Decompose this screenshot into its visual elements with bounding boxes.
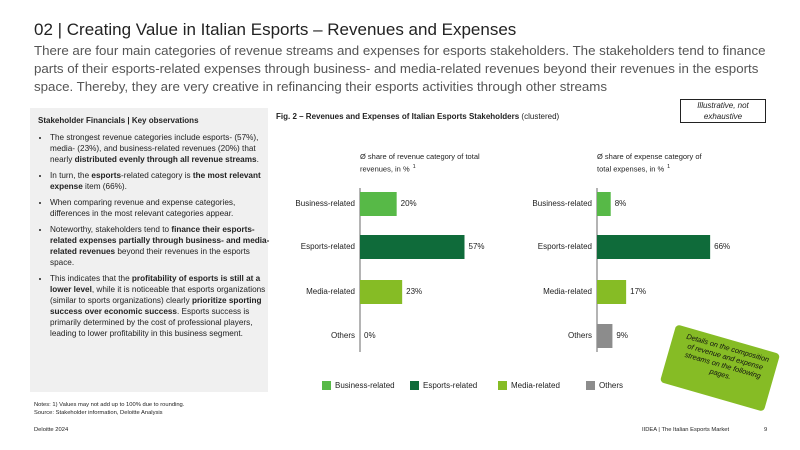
footnote-ref: 1 <box>667 164 671 170</box>
bar <box>597 280 627 304</box>
chart-subtitle: Ø share of expense category of total exp… <box>597 152 717 175</box>
footnote-ref: 1 <box>412 164 416 170</box>
bullet-text: . Esports success is primarily determine… <box>50 307 253 338</box>
value-label: 8% <box>615 199 627 208</box>
value-label: 0% <box>364 331 376 340</box>
footer-left: Deloitte 2024 <box>34 427 69 433</box>
legend-swatch <box>498 381 507 390</box>
figure-title: Fig. 2 – Revenues and Expenses of Italia… <box>276 112 559 121</box>
page-number: 9 <box>764 427 768 433</box>
category-label: Business-related <box>532 199 592 208</box>
bullet: This indicates that the profitability of… <box>50 273 272 339</box>
value-label: 9% <box>616 331 628 340</box>
category-label: Media-related <box>306 287 355 296</box>
bullet: The strongest revenue categories include… <box>50 132 272 165</box>
observations-panel: Stakeholder Financials | Key observation… <box>30 108 269 392</box>
bullet-emphasis: prioritize sporting success over economi… <box>50 296 262 316</box>
legend-label: Media-related <box>511 381 560 390</box>
bullet-text: item (66%). <box>82 182 127 191</box>
callout: Details on the composition of revenue an… <box>660 325 780 411</box>
legend-label: Others <box>599 381 623 390</box>
bar <box>360 192 397 216</box>
bar <box>597 192 611 216</box>
bullet-emphasis: finance their esports-related expenses p… <box>50 225 270 256</box>
figure-title-note: (clustered) <box>519 112 560 121</box>
value-label: 20% <box>401 199 417 208</box>
figure-title-main: Fig. 2 – Revenues and Expenses of Italia… <box>276 112 520 121</box>
value-label: 66% <box>714 242 730 251</box>
bullet-text: This indicates that the <box>50 274 132 283</box>
callout-shape <box>660 325 780 411</box>
bullet-text: The strongest revenue categories include… <box>50 133 259 164</box>
category-label: Business-related <box>295 199 355 208</box>
chart-subtitle-text: Ø share of revenue category of total rev… <box>360 152 480 174</box>
bullet-text: When comparing revenue and expense categ… <box>50 198 236 218</box>
bullet-text: . <box>256 155 259 164</box>
bullet: When comparing revenue and expense categ… <box>50 197 272 219</box>
category-label: Others <box>568 331 592 340</box>
bullet-list: The strongest revenue categories include… <box>38 132 272 344</box>
value-label: 57% <box>469 242 485 251</box>
bullet-text: Noteworthy, stakeholders tend to <box>50 225 172 234</box>
panel-title: Stakeholder Financials | Key observation… <box>38 116 199 125</box>
bar <box>360 235 465 259</box>
bullet-text: , while it is noticeable that esports or… <box>50 285 266 305</box>
bullet-emphasis: profitability of esports is still at a l… <box>50 274 261 294</box>
bullet-text: beyond their revenues in the esports spa… <box>50 247 250 267</box>
bullet-emphasis: the most relevant expense <box>50 171 261 191</box>
category-label: Esports-related <box>538 242 592 251</box>
value-label: 17% <box>630 287 646 296</box>
legend-swatch <box>410 381 419 390</box>
source: Source: Stakeholder information, Deloitt… <box>34 410 163 416</box>
slide-title: 02 | Creating Value in Italian Esports –… <box>34 20 517 39</box>
bullet: Noteworthy, stakeholders tend to finance… <box>50 224 272 268</box>
footer-right: IIDEA | The Italian Esports Market <box>642 427 730 433</box>
category-label: Media-related <box>543 287 592 296</box>
bullet-emphasis: distributed evenly through all revenue s… <box>74 155 257 164</box>
bullet-emphasis: esports <box>91 171 121 180</box>
chart-subtitle: Ø share of revenue category of total rev… <box>360 152 480 175</box>
bullet: In turn, the esports-related category is… <box>50 170 272 192</box>
legend-swatch <box>586 381 595 390</box>
legend-label: Esports-related <box>423 381 477 390</box>
bar <box>360 280 403 304</box>
category-label: Others <box>331 331 355 340</box>
chart-subtitle-text: Ø share of expense category of total exp… <box>597 152 702 174</box>
badge: Illustrative, not exhaustive <box>680 99 766 123</box>
bar <box>597 235 711 259</box>
category-label: Esports-related <box>301 242 355 251</box>
value-label: 23% <box>406 287 422 296</box>
slide-subtitle: There are four main categories of revenu… <box>34 43 766 94</box>
note: Notes: 1) Values may not add up to 100% … <box>34 402 185 408</box>
legend-swatch <box>322 381 331 390</box>
bar <box>597 324 613 348</box>
bullet-text: -related category is <box>121 171 193 180</box>
bullet-text: In turn, the <box>50 171 92 180</box>
legend-label: Business-related <box>335 381 395 390</box>
callout-box: Details on the composition of revenue an… <box>684 332 770 381</box>
